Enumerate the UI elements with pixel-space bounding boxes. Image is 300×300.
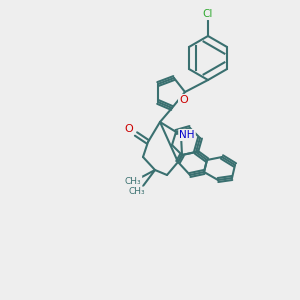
Text: NH: NH — [179, 130, 195, 140]
Text: O: O — [179, 95, 188, 105]
Text: CH₃: CH₃ — [125, 176, 141, 185]
Text: CH₃: CH₃ — [129, 188, 145, 196]
Text: Cl: Cl — [203, 9, 213, 19]
Text: O: O — [124, 124, 134, 134]
